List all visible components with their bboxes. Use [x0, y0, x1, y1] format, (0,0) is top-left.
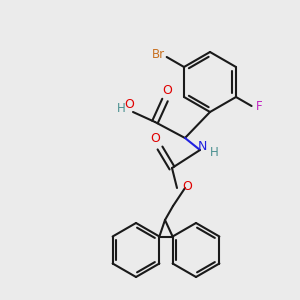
Text: O: O — [124, 98, 134, 112]
Text: O: O — [182, 179, 192, 193]
Text: N: N — [197, 140, 207, 154]
Text: O: O — [150, 133, 160, 146]
Text: H: H — [117, 103, 125, 116]
Text: H: H — [210, 146, 218, 160]
Text: O: O — [162, 85, 172, 98]
Text: F: F — [256, 100, 263, 112]
Text: Br: Br — [152, 49, 165, 62]
